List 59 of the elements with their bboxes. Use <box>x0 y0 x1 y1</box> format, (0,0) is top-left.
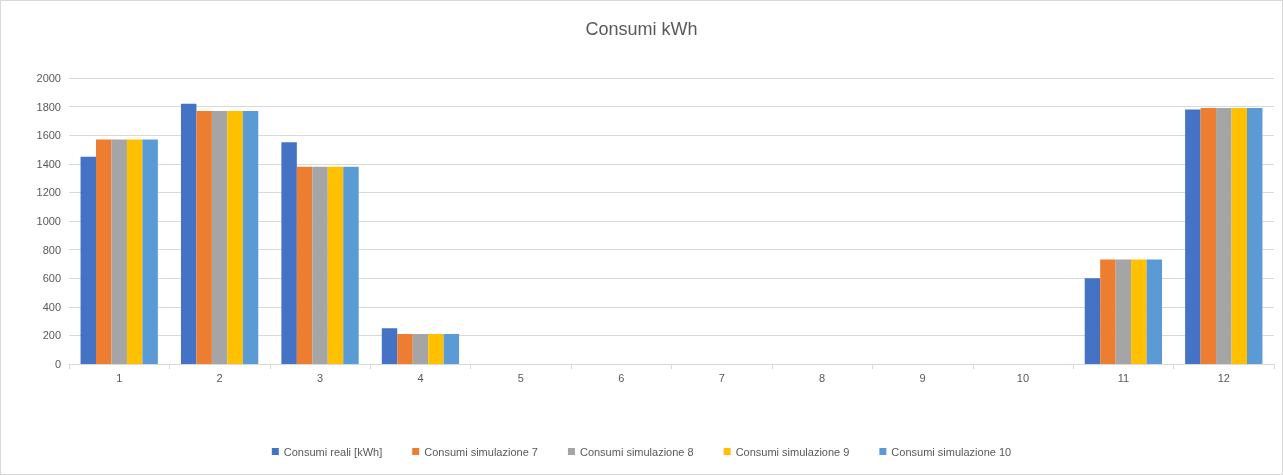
y-tick-label: 800 <box>42 243 61 256</box>
x-tick-label: 6 <box>618 371 625 384</box>
x-tick-label: 1 <box>116 371 123 384</box>
bar <box>196 110 212 364</box>
x-tick-label: 4 <box>417 371 424 384</box>
y-tick-label: 0 <box>54 358 61 370</box>
x-tick-label: 3 <box>316 371 324 384</box>
legend-label: Consumi simulazione 10 <box>891 445 1012 458</box>
legend-label: Consumi simulazione 7 <box>424 445 538 458</box>
y-tick-label: 1400 <box>36 157 61 170</box>
bar <box>296 166 313 364</box>
y-tick-label: 1600 <box>36 129 61 142</box>
x-tick-label: 12 <box>1217 371 1230 384</box>
bar <box>96 139 112 364</box>
y-tick-label: 2000 <box>36 72 61 84</box>
legend-label: Consumi simulazione 9 <box>735 445 850 458</box>
bar <box>1131 259 1147 364</box>
y-tick-label: 1800 <box>36 100 61 113</box>
x-tick-label: 11 <box>1117 371 1130 384</box>
x-tick-label: 7 <box>718 371 725 384</box>
y-tick-label: 1200 <box>36 186 61 199</box>
bar <box>1100 259 1116 364</box>
y-tick-label: 400 <box>42 300 61 313</box>
bar <box>1146 259 1163 364</box>
bar <box>327 166 344 364</box>
bar <box>443 333 460 364</box>
bar <box>312 166 328 364</box>
bar <box>211 110 228 364</box>
x-tick-label: 5 <box>517 371 524 384</box>
bar <box>80 156 97 364</box>
bar <box>142 139 158 364</box>
bar <box>1216 108 1232 364</box>
y-tick-label: 1000 <box>36 215 61 227</box>
legend-label: Consumi simulazione 8 <box>579 445 694 458</box>
y-tick-label: 200 <box>42 329 61 342</box>
x-tick-label: 10 <box>1016 371 1030 384</box>
bar <box>1246 108 1263 364</box>
bar <box>343 166 359 364</box>
y-tick-label: 600 <box>42 272 61 285</box>
bar <box>180 103 197 364</box>
bar <box>397 333 413 364</box>
x-tick-label: 8 <box>819 371 826 384</box>
bar <box>281 142 297 364</box>
bar <box>126 139 143 364</box>
bar <box>381 328 398 364</box>
bar <box>227 110 243 364</box>
legend-label: Consumi reali [kWh] <box>283 445 383 458</box>
bar <box>1231 108 1247 364</box>
bar <box>412 333 429 364</box>
bar <box>1200 108 1217 364</box>
bar <box>242 110 259 364</box>
bar <box>1185 109 1201 364</box>
bar <box>428 333 444 364</box>
bar <box>1084 278 1101 364</box>
bar <box>1115 259 1132 364</box>
chart-title: Consumi kWh <box>585 19 698 39</box>
x-tick-label: 9 <box>919 371 926 384</box>
bar <box>111 139 127 364</box>
x-tick-label: 2 <box>216 371 223 384</box>
